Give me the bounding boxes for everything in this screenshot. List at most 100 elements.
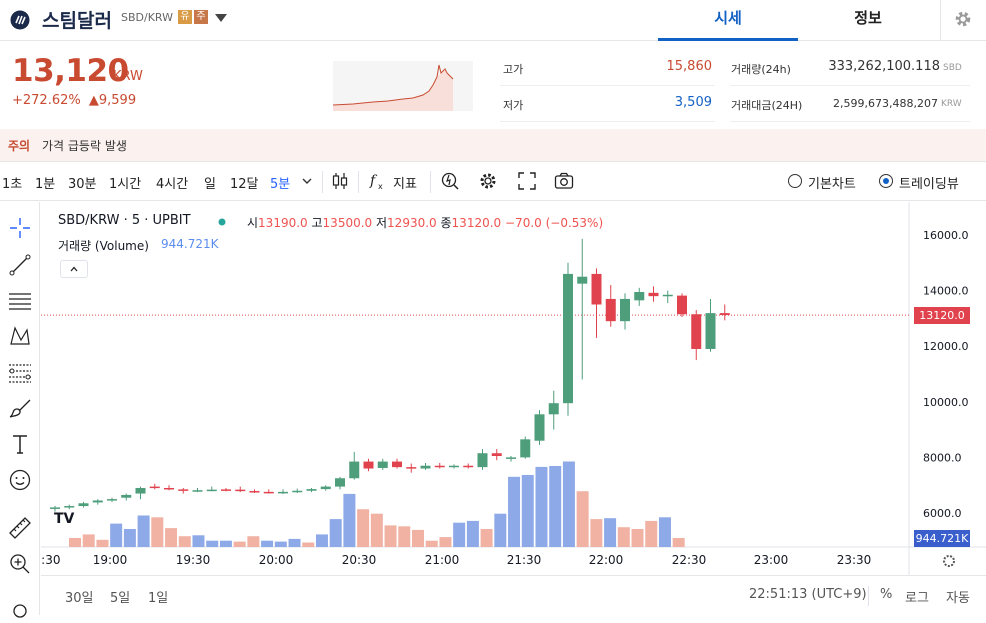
timeframe-day[interactable]: 일 (204, 177, 216, 192)
coin-header: 스팀달러 SBD/KRW 유 주 시세 정보 (0, 0, 986, 41)
candle-body (449, 465, 459, 468)
range-5d[interactable]: 5일 (110, 591, 131, 606)
indicator-fx-icon[interactable]: f x (368, 171, 388, 191)
open-label: 시 (247, 216, 259, 230)
candlestick-chart[interactable]: 16000.0 14000.0 12000.0 10000.0 8000.0 6000.0… (41, 202, 986, 575)
stat-divider (500, 121, 715, 122)
stat-divider (500, 85, 715, 86)
change-percent: +272.62% (12, 93, 81, 108)
settings-button[interactable] (940, 0, 986, 41)
timeframe-5m[interactable]: 5분 (270, 177, 291, 192)
chart-clock[interactable]: 22:51:13 (UTC+9) (749, 587, 867, 602)
indicator-label[interactable]: 지표 (393, 177, 417, 192)
text-icon[interactable] (8, 432, 32, 456)
chevron-down-icon[interactable] (300, 175, 314, 187)
time-axis-gear-icon (943, 555, 955, 567)
horizontal-lines-icon[interactable] (8, 288, 32, 312)
candle-body (121, 494, 132, 498)
candle-body (164, 487, 174, 490)
volume-bar (398, 526, 411, 547)
price-chart[interactable]: 16000.0 14000.0 12000.0 10000.0 8000.0 6000.0… (41, 202, 986, 575)
auto-toggle[interactable]: 자동 (946, 591, 970, 606)
fullscreen-icon[interactable] (517, 171, 537, 191)
range-30d[interactable]: 30일 (65, 591, 94, 606)
volume-bar (247, 536, 260, 547)
stat-divider (730, 85, 970, 86)
gear-icon (955, 11, 971, 27)
volume-bar (535, 466, 548, 547)
volume-bar (645, 520, 658, 547)
volume-bar (329, 519, 342, 547)
pattern-icon[interactable] (8, 324, 32, 348)
gear-icon[interactable] (478, 171, 498, 191)
volume-bar (562, 461, 575, 547)
x-tick-label: 8:30 (41, 553, 60, 567)
x-tick-label: 20:00 (259, 553, 294, 567)
last-price-tag: 13120.0 (914, 307, 970, 324)
volume-bar (137, 515, 150, 547)
candle-body (705, 313, 716, 349)
brush-icon[interactable] (8, 397, 32, 421)
high-label: 고 (311, 216, 323, 230)
volume-bar (631, 529, 644, 547)
timeframe-4h[interactable]: 4시간 (156, 177, 189, 192)
alert-icon[interactable] (440, 171, 460, 191)
trading-view-label[interactable]: 트레이딩뷰 (899, 177, 959, 192)
y-tick-label: 10000.0 (923, 396, 969, 409)
camera-icon[interactable] (554, 171, 574, 191)
volume-bar (425, 540, 438, 547)
candle-body (278, 491, 288, 494)
triangle-down-icon[interactable] (214, 13, 228, 23)
y-tick-label: 12000.0 (923, 340, 969, 353)
trend-line-icon[interactable] (8, 253, 32, 277)
volume-bar (165, 528, 178, 547)
y-tick-label: 14000.0 (923, 285, 969, 298)
chart-toolbar: 1초 1분 30분 1시간 4시간 일 12달 5분 f x 지표 기본차트 트… (0, 161, 986, 201)
chart-bottom-bar: 30일 5일 1일 22:51:13 (UTC+9) % 로그 자동 (41, 575, 986, 615)
volume-bar (576, 491, 589, 547)
warning-badge: 유 (178, 10, 192, 24)
timeframe-12mo[interactable]: 12달 (230, 177, 259, 192)
candle-body (648, 292, 659, 297)
candle-body (491, 453, 502, 457)
collapse-legend-button[interactable] (60, 260, 88, 278)
timeframe-1h[interactable]: 1시간 (109, 177, 142, 192)
volume-bar (233, 541, 246, 547)
tradingview-logo[interactable]: TV (49, 509, 83, 531)
candle-body (377, 461, 388, 468)
price-unit: KRW (113, 69, 143, 84)
timeframe-1s[interactable]: 1초 (2, 177, 23, 192)
candlestick-icon[interactable] (330, 171, 350, 191)
percent-toggle[interactable]: % (880, 587, 893, 602)
fib-icon[interactable] (8, 360, 32, 384)
high-label: 고가 (503, 63, 524, 76)
volume-bar (82, 534, 95, 547)
basic-chart-label[interactable]: 기본차트 (808, 177, 856, 192)
tab-info[interactable]: 정보 (854, 9, 882, 27)
emoji-icon[interactable] (8, 468, 32, 492)
candle-body (477, 453, 488, 468)
magnet-icon[interactable] (8, 599, 32, 623)
candle-body (420, 465, 431, 469)
status-dot-icon (218, 218, 226, 226)
crosshair-icon[interactable] (8, 216, 32, 240)
volume-bar (466, 520, 479, 547)
candle-body (719, 313, 730, 316)
coin-name[interactable]: 스팀달러 (42, 10, 112, 32)
log-toggle[interactable]: 로그 (905, 591, 929, 606)
ruler-icon[interactable] (8, 516, 32, 540)
volume-bar (494, 513, 507, 547)
high-value: 15,860 (666, 59, 713, 74)
basic-chart-radio[interactable] (788, 174, 802, 188)
zoom-in-icon[interactable] (8, 552, 32, 576)
candle-body (677, 295, 687, 315)
timeframe-30m[interactable]: 30분 (68, 177, 97, 192)
tab-market[interactable]: 시세 (658, 0, 798, 41)
steem-logo (10, 10, 30, 30)
candle-body (620, 298, 630, 322)
timeframe-1m[interactable]: 1분 (35, 177, 56, 192)
y-tick-label: 8000.0 (923, 451, 962, 464)
range-1d[interactable]: 1일 (148, 591, 169, 606)
trading-view-radio[interactable] (879, 174, 893, 188)
stat-divider (730, 121, 970, 122)
